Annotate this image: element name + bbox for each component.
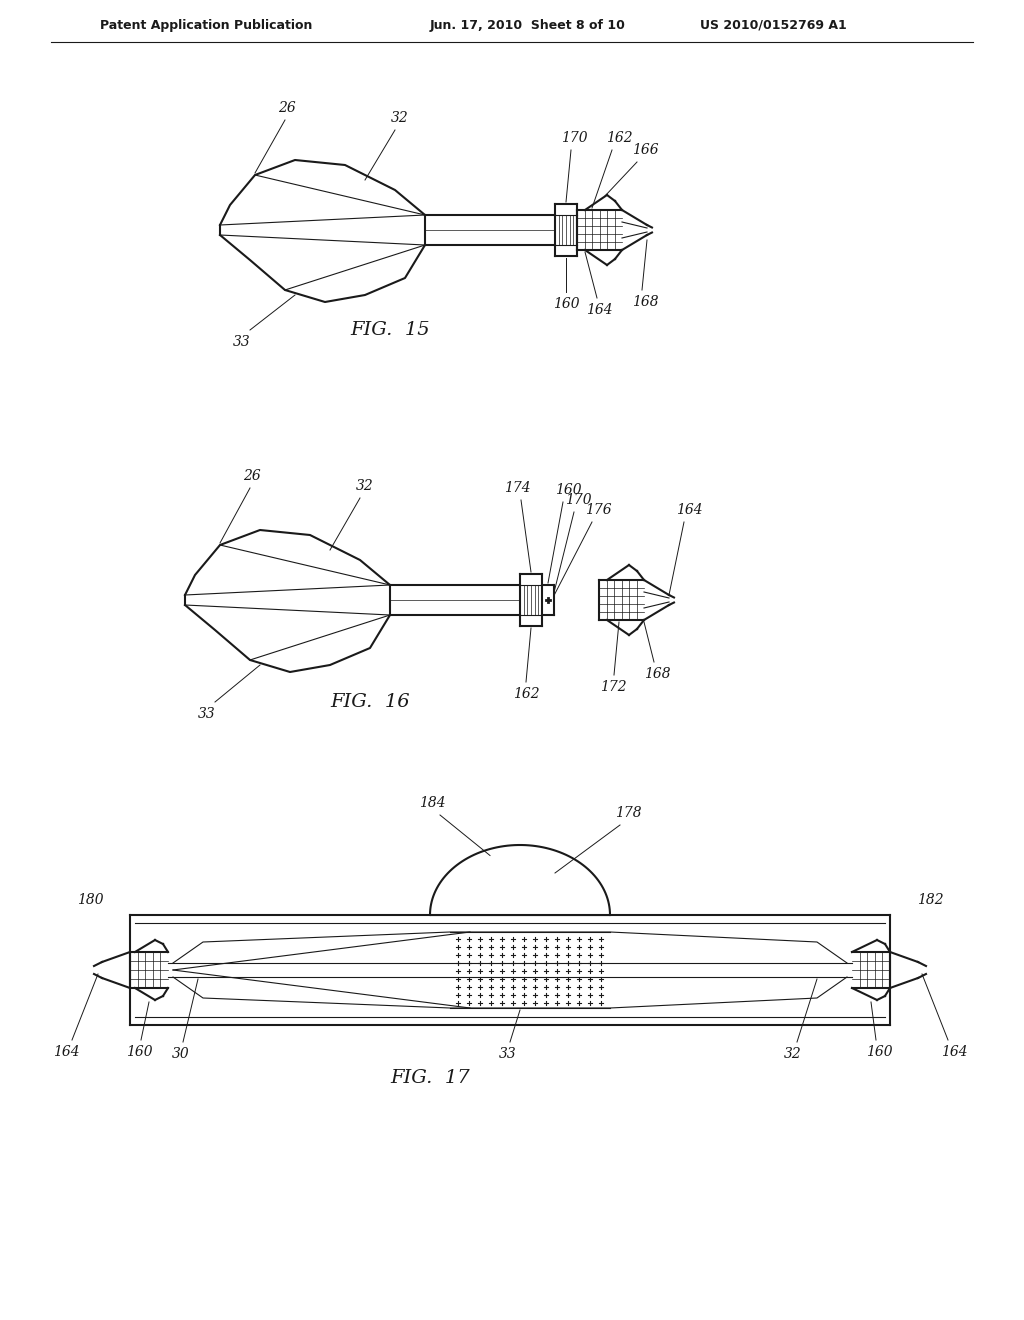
Text: 180: 180 <box>77 894 103 907</box>
Text: Patent Application Publication: Patent Application Publication <box>100 18 312 32</box>
Text: 33: 33 <box>233 335 251 348</box>
Text: 170: 170 <box>561 131 588 145</box>
Text: FIG.  16: FIG. 16 <box>330 693 410 711</box>
Text: 164: 164 <box>52 1045 79 1059</box>
Text: 160: 160 <box>553 297 580 312</box>
Text: 162: 162 <box>513 686 540 701</box>
Text: 182: 182 <box>916 894 943 907</box>
Text: 26: 26 <box>243 469 261 483</box>
Text: 168: 168 <box>632 294 658 309</box>
Text: FIG.  15: FIG. 15 <box>350 321 430 339</box>
Text: 160: 160 <box>126 1045 153 1059</box>
Text: 160: 160 <box>865 1045 892 1059</box>
Text: 162: 162 <box>605 131 632 145</box>
Text: 166: 166 <box>632 143 658 157</box>
Text: 33: 33 <box>198 708 216 721</box>
Text: 164: 164 <box>676 503 702 517</box>
Text: 164: 164 <box>586 304 612 317</box>
Text: 170: 170 <box>564 492 591 507</box>
Text: 164: 164 <box>941 1045 968 1059</box>
Text: 172: 172 <box>600 680 627 694</box>
Text: 33: 33 <box>499 1047 517 1061</box>
Text: 26: 26 <box>279 102 296 115</box>
Text: 32: 32 <box>784 1047 802 1061</box>
Text: 32: 32 <box>356 479 374 492</box>
Text: 184: 184 <box>419 796 445 810</box>
Text: FIG.  17: FIG. 17 <box>390 1069 470 1086</box>
Text: US 2010/0152769 A1: US 2010/0152769 A1 <box>700 18 847 32</box>
Text: Jun. 17, 2010  Sheet 8 of 10: Jun. 17, 2010 Sheet 8 of 10 <box>430 18 626 32</box>
Text: 30: 30 <box>172 1047 189 1061</box>
Text: 32: 32 <box>391 111 409 125</box>
Text: 178: 178 <box>614 807 641 820</box>
Text: 174: 174 <box>504 480 530 495</box>
Text: 176: 176 <box>585 503 611 517</box>
Text: 160: 160 <box>555 483 582 498</box>
Text: 168: 168 <box>644 667 671 681</box>
